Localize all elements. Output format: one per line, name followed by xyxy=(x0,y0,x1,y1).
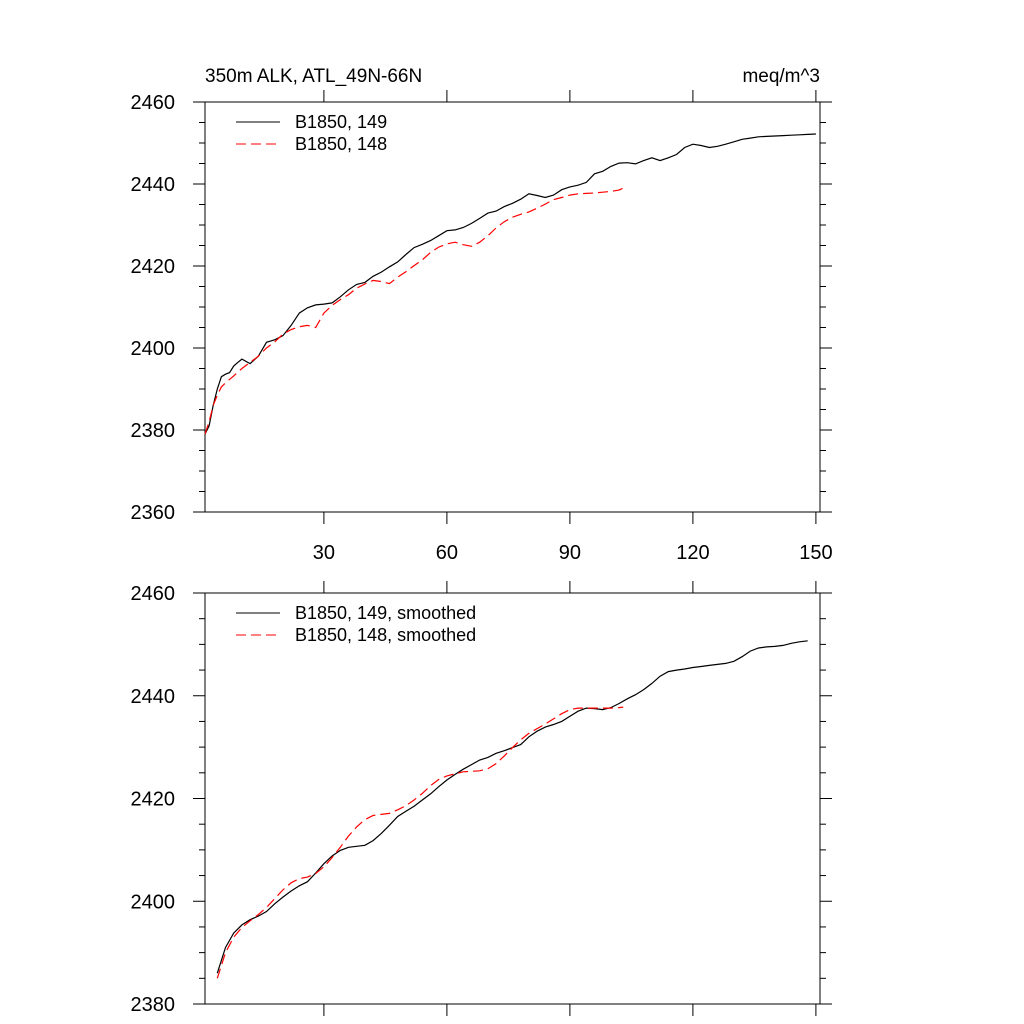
x-tick-label: 60 xyxy=(436,542,458,564)
y-tick-label: 2460 xyxy=(131,92,176,114)
y-tick-label: 2360 xyxy=(131,502,176,524)
legend-label-148-smoothed: B1850, 148, smoothed xyxy=(295,625,476,645)
y-tick-label: 2420 xyxy=(131,256,176,278)
y-tick-label: 2420 xyxy=(131,789,176,811)
y-tick-label: 2460 xyxy=(131,583,176,605)
legend-label-149: B1850, 149 xyxy=(295,112,387,132)
y-tick-label: 2440 xyxy=(131,174,176,196)
axes-bottom: 2380 2400 2420 2440 2460 xyxy=(131,581,832,1016)
axes-top: 2360 2380 2400 2420 2440 2460 30 60 90 120 150 xyxy=(131,90,833,564)
x-tick-label: 120 xyxy=(676,542,709,564)
y-tick-label: 2380 xyxy=(131,420,176,442)
series-line-149 xyxy=(204,133,816,435)
units-label: meq/m^3 xyxy=(742,66,820,87)
legend-top: B1850, 149 B1850, 148 xyxy=(236,112,387,154)
x-tick-label: 90 xyxy=(559,542,581,564)
y-tick-label: 2440 xyxy=(131,686,176,708)
chart-title: 350m ALK, ATL_49N-66N xyxy=(205,66,422,87)
series-line-148 xyxy=(216,706,624,979)
legend-bottom: B1850, 149, smoothed B1850, 148, smoothe… xyxy=(236,603,476,645)
x-tick-label: 150 xyxy=(799,542,832,564)
legend-label-149-smoothed: B1850, 149, smoothed xyxy=(295,603,476,623)
y-tick-label: 2400 xyxy=(131,338,176,360)
series-layer-bottom xyxy=(216,640,808,979)
chart-panel-bottom: 2380 2400 2420 2440 2460 B1850, 149, smoothe… xyxy=(131,581,832,1016)
series-line-148 xyxy=(204,187,624,435)
y-tick-label: 2400 xyxy=(131,891,176,913)
chart-panel-top: 350m ALK, ATL_49N-66N meq/m^3 2360 2380 24… xyxy=(131,66,833,564)
legend-label-148: B1850, 148 xyxy=(295,134,387,154)
x-tick-label: 30 xyxy=(313,542,335,564)
y-tick-label: 2380 xyxy=(131,994,176,1016)
series-layer-top xyxy=(204,133,816,435)
